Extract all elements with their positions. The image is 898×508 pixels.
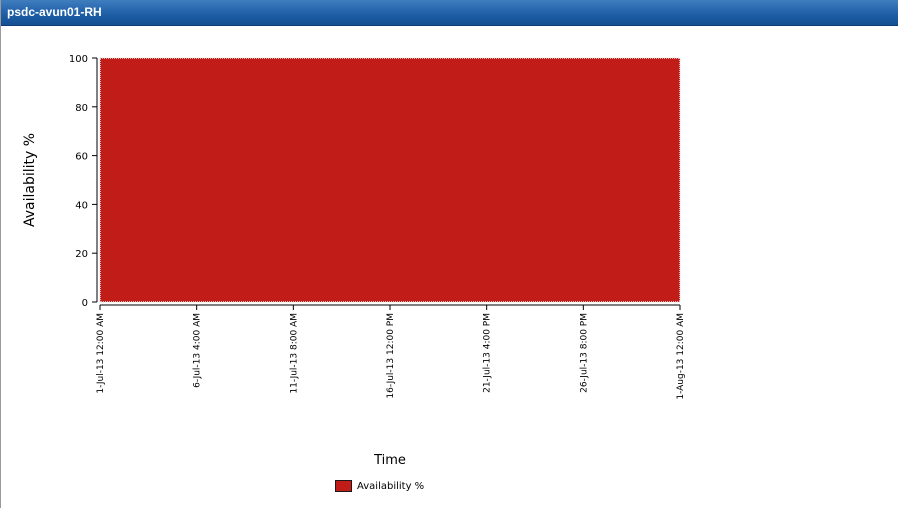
availability-chart: 0 20 40 60 80 100 Availability % 1-Jul-13 12:… xyxy=(22,54,686,468)
x-tick-label: 6-Jul-13 4:00 AM xyxy=(193,313,203,388)
y-tick-label: 40 xyxy=(75,200,88,211)
y-tick-label: 0 xyxy=(82,298,88,309)
y-axis-title: Availability % xyxy=(22,133,38,227)
legend-swatch-availability xyxy=(335,480,352,492)
x-tick-label: 1-Aug-13 12:00 AM xyxy=(676,313,686,400)
y-tick-label: 80 xyxy=(75,103,88,114)
plot-area xyxy=(99,57,681,303)
panel-titlebar: psdc-avun01-RH xyxy=(1,0,898,26)
x-tick-label: 21-Jul-13 4:00 PM xyxy=(483,313,493,393)
y-axis: 0 20 40 60 80 100 Availability % xyxy=(22,54,98,309)
x-tick-label: 11-Jul-13 8:00 AM xyxy=(289,313,299,394)
y-tick-label: 20 xyxy=(75,249,88,260)
chart-legend: Availability % xyxy=(335,478,424,494)
x-tick-label: 1-Jul-13 12:00 AM xyxy=(96,313,106,394)
legend-label-availability: Availability % xyxy=(357,480,425,492)
series-area-availability xyxy=(99,57,681,303)
x-tick-label: 26-Jul-13 8:00 PM xyxy=(579,313,589,393)
x-tick-label: 16-Jul-13 12:00 PM xyxy=(386,313,396,399)
x-axis: 1-Jul-13 12:00 AM 6-Jul-13 4:00 AM 11-Jul-… xyxy=(96,304,686,468)
x-axis-title: Time xyxy=(373,453,406,468)
panel-title: psdc-avun01-RH xyxy=(7,5,102,19)
y-tick-label: 60 xyxy=(75,152,88,163)
y-tick-label: 100 xyxy=(69,54,88,65)
